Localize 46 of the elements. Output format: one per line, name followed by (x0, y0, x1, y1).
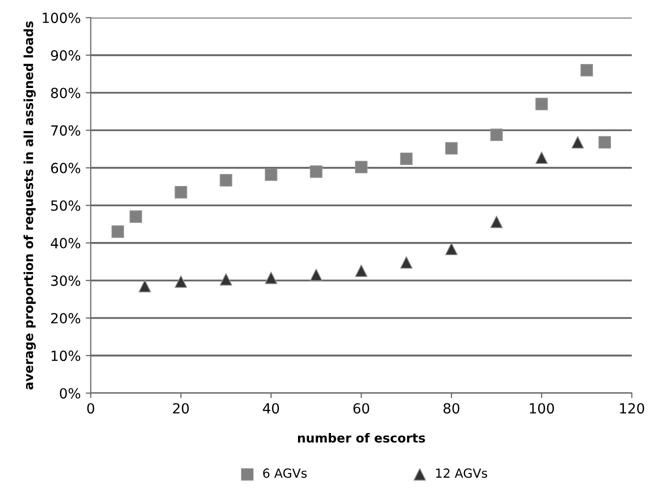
point (400, 152, 413, 166)
y-tick-label: 30% (51, 275, 80, 286)
x-tick-label: 20 (173, 403, 189, 414)
point (355, 264, 368, 277)
point (174, 186, 188, 198)
point (220, 273, 232, 286)
legend-label: 6 AGVs (263, 468, 307, 478)
point (138, 280, 152, 292)
x-tick-label: 120 (620, 403, 644, 414)
y-tick-label: 20% (51, 312, 80, 324)
point (598, 136, 611, 149)
x-tick-label: 80 (444, 403, 460, 414)
x-axis-title: number of escorts (298, 432, 425, 443)
point (490, 128, 503, 142)
point (220, 174, 232, 186)
point (264, 168, 278, 181)
y-tick-label: 70% (51, 125, 80, 136)
legend-label: 12 AGVs (436, 468, 488, 478)
y-tick-label: 90% (51, 50, 80, 61)
point (571, 136, 584, 149)
y-tick-label: 0% (60, 388, 80, 399)
point (310, 268, 322, 282)
x-tick-label: 100 (530, 403, 554, 414)
point (112, 225, 124, 238)
point (130, 210, 142, 223)
y-tick-label: 100% (42, 12, 80, 24)
point (174, 275, 188, 288)
point (355, 160, 368, 174)
y-tick-label: 60% (51, 162, 80, 174)
y-tick-label: 50% (51, 200, 80, 211)
x-tick-label: 60 (353, 403, 370, 414)
point (535, 98, 548, 110)
point (580, 64, 593, 76)
point (490, 216, 503, 228)
point (264, 272, 278, 284)
point (535, 151, 548, 164)
x-tick-label: 40 (262, 403, 279, 414)
y-tick-label: 10% (52, 350, 80, 362)
point (445, 242, 458, 256)
y-tick-label: 40% (50, 238, 80, 248)
y-axis-title: average proportion of requests in all assigned loads (24, 21, 36, 390)
point (445, 142, 458, 155)
point (400, 256, 413, 269)
point (310, 165, 322, 178)
x-tick-label: 0 (87, 403, 94, 414)
y-tick-label: 80% (51, 88, 80, 98)
